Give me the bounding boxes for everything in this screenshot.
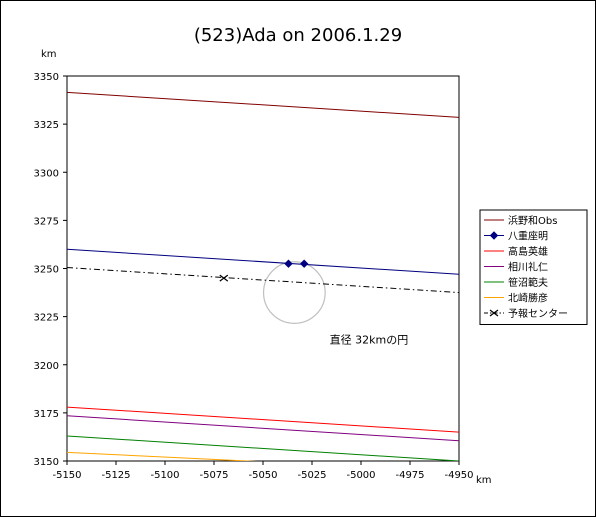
legend-marker [489,309,499,317]
series-line [67,91,459,118]
data-point [219,274,229,282]
x-tick-label: -5025 [297,470,326,481]
series-line [67,406,459,433]
y-tick-label: 3200 [34,361,59,372]
y-tick-label: 3225 [34,313,59,324]
y-tick-label: 3275 [34,216,59,227]
x-tick-label: -4950 [444,470,473,481]
legend-box [479,209,588,325]
plot-border [66,75,460,462]
x-tick-label: -5050 [248,470,277,481]
series-line [67,451,258,461]
y-tick-label: 3300 [34,168,59,179]
y-tick-label: 3150 [34,457,59,468]
legend-label: 北崎勝彦 [508,292,548,305]
legend-marker [489,231,499,240]
series-line [67,435,459,461]
chart-title: (523)Ada on 2006.1.29 [194,25,402,46]
legend-label: 相川礼仁 [508,261,548,274]
y-tick-label: 3175 [34,409,59,420]
legend-label: 八重座明 [508,230,548,243]
legend-label: 笹沼範夫 [508,276,548,289]
x-tick-label: -5100 [150,470,179,481]
annotation-text: 直径 32kmの円 [330,333,409,347]
y-tick-label: 3350 [34,72,59,83]
plot-area: -5150 -5125 -5100 -5075 -5050 -5025 -5000 -4975… [34,72,474,481]
x-tick-label: -5125 [101,470,130,481]
legend-label: 予報センター [508,308,568,320]
y-tick-label: 3250 [34,265,59,276]
x-axis-label: km [476,475,492,486]
legend-label: 高島英雄 [508,245,548,258]
series-line [67,248,459,275]
series-line [67,415,459,442]
x-tick-label: -5000 [346,470,375,481]
x-tick-label: -5150 [52,470,81,481]
y-tick-label: 3325 [34,120,59,131]
legend-label: 浜野和Obs [508,215,557,227]
data-point [299,259,309,268]
y-axis-label: km [41,49,57,60]
diameter-circle [262,261,326,324]
data-point [284,259,293,268]
series-group [67,91,459,461]
x-tick-label: -5075 [199,470,228,481]
series-line [67,267,459,294]
x-tick-label: -4975 [395,470,424,481]
